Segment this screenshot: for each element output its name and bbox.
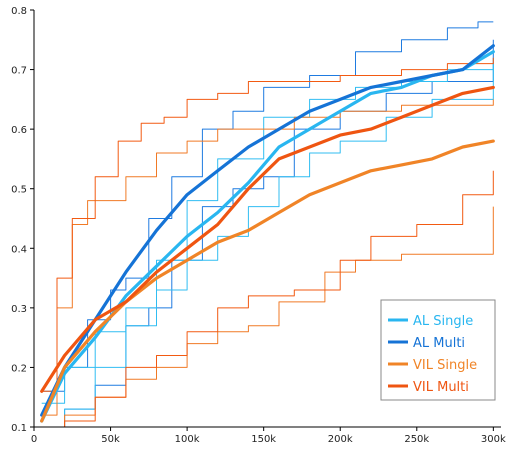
series-line-al-multi bbox=[40, 44, 495, 417]
ticks-layer: 0 50k 100k 150k 200k 250k 300k 0.1 0.2 0.3 0.4 0.5 0… bbox=[11, 6, 506, 445]
legend-label: AL Multi bbox=[413, 336, 465, 351]
y-tick-label: 0.4 bbox=[11, 244, 27, 255]
x-tick-label: 0 bbox=[31, 434, 37, 445]
y-tick-label: 0.3 bbox=[11, 304, 27, 315]
y-tick-label: 0.8 bbox=[11, 6, 27, 17]
series-line-vil-multi bbox=[40, 85, 495, 393]
x-tick-label: 250k bbox=[404, 434, 429, 445]
x-tick-label: 150k bbox=[251, 434, 276, 445]
legend: AL Single AL Multi VIL Single VIL Multi bbox=[380, 299, 496, 401]
legend-label: AL Single bbox=[413, 314, 473, 329]
bound-line bbox=[41, 63, 494, 428]
y-tick-label: 0.1 bbox=[11, 423, 27, 434]
y-tick-label: 0.7 bbox=[11, 66, 27, 77]
bound-line bbox=[41, 170, 494, 428]
series-layer bbox=[40, 21, 495, 428]
legend-label: VIL Multi bbox=[413, 380, 469, 395]
x-tick-label: 300k bbox=[481, 434, 506, 445]
x-tick-label: 200k bbox=[328, 434, 353, 445]
x-tick-label: 100k bbox=[175, 434, 200, 445]
legend-box bbox=[380, 299, 496, 401]
bound-line bbox=[41, 57, 494, 392]
series-line-vil-single bbox=[40, 139, 495, 423]
y-tick-label: 0.6 bbox=[11, 125, 27, 136]
bound-line bbox=[41, 99, 494, 416]
legend-label: VIL Single bbox=[413, 358, 477, 373]
y-tick-label: 0.5 bbox=[11, 185, 27, 196]
y-tick-label: 0.2 bbox=[11, 363, 27, 374]
x-tick-label: 50k bbox=[101, 434, 120, 445]
